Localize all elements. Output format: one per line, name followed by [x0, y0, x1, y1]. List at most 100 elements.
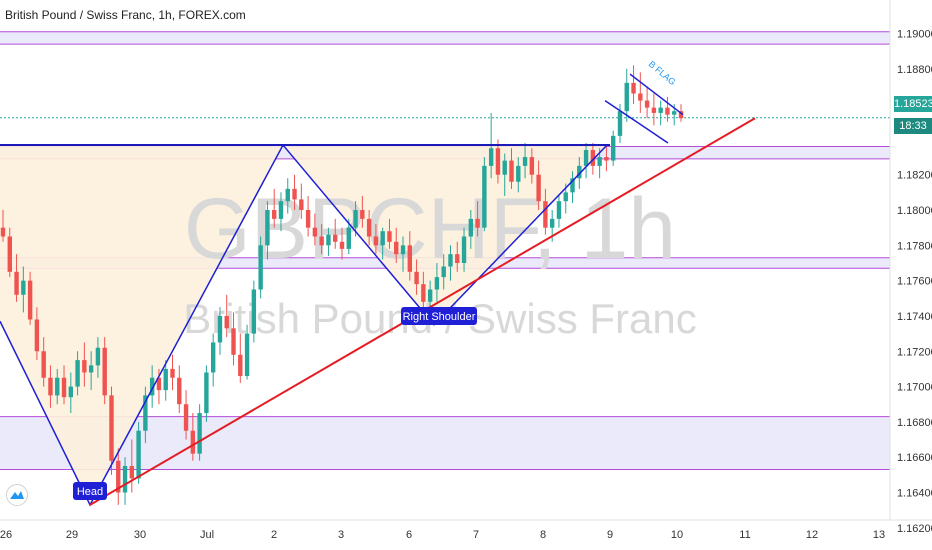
candle-body — [292, 188, 297, 200]
candle-body — [224, 315, 229, 329]
candle-body — [373, 236, 379, 246]
last-price-badge: 1.18523 — [894, 96, 932, 112]
candle-body — [400, 245, 406, 255]
candle-body — [48, 377, 53, 396]
candle-body — [319, 236, 324, 246]
y-tick-label: 1.16600 — [897, 452, 932, 464]
candle-body — [34, 319, 40, 352]
y-tick-label: 1.18000 — [897, 205, 932, 217]
head-label-badge — [73, 482, 107, 500]
x-tick-label: 7 — [473, 529, 479, 541]
candle-body — [0, 227, 6, 237]
candle-body — [475, 218, 480, 228]
support-resistance-zone — [0, 31, 890, 45]
y-tick-label: 1.16200 — [897, 523, 932, 535]
candle-body — [149, 377, 155, 396]
candle-body — [516, 165, 521, 182]
flag-lower-line — [604, 99, 669, 144]
candle-body — [590, 150, 596, 166]
flag-label: B FLAG — [647, 59, 678, 87]
candle-body — [61, 377, 67, 398]
candle-body — [197, 413, 202, 454]
tradingview-logo-icon[interactable] — [6, 484, 28, 506]
candle-body — [210, 342, 216, 373]
y-tick-label: 1.17000 — [897, 382, 932, 394]
head-label: Head — [77, 486, 103, 498]
x-tick-label: 30 — [134, 529, 146, 541]
candle-body — [136, 430, 141, 479]
candle-body — [170, 368, 175, 378]
candle-body — [217, 315, 223, 343]
candle-body — [549, 218, 555, 228]
candle-body — [543, 201, 548, 228]
candle-body — [177, 377, 182, 405]
candle-body — [360, 210, 365, 219]
candle-body — [421, 284, 426, 302]
candle-body — [231, 328, 236, 355]
candle-body — [251, 289, 257, 334]
x-tick-label: 2 — [271, 529, 277, 541]
candle-body — [448, 254, 453, 267]
x-tick-label: 10 — [671, 529, 683, 541]
y-tick-label: 1.17600 — [897, 276, 932, 288]
support-resistance-zone — [0, 416, 890, 470]
candle-body — [529, 157, 535, 175]
candle-body — [672, 111, 677, 115]
candle-body — [258, 245, 263, 290]
x-tick-label: 11 — [739, 529, 750, 541]
candle-body — [353, 210, 358, 228]
candle-body — [665, 107, 670, 115]
candle-body — [488, 148, 494, 166]
symbol-title: British Pound / Swiss Franc, 1h, FOREX.c… — [5, 8, 246, 22]
candle-body — [482, 165, 487, 228]
candle-body — [339, 241, 345, 249]
candle-body — [95, 347, 101, 366]
candle-body — [346, 227, 351, 249]
x-tick-label: 9 — [607, 529, 613, 541]
candle-body — [394, 241, 399, 255]
candle-body — [651, 107, 657, 113]
candle-body — [68, 386, 73, 398]
candle-body — [380, 231, 385, 246]
candle-body — [116, 460, 121, 493]
candle-body — [502, 160, 507, 175]
y-tick-label: 1.18800 — [897, 64, 932, 76]
candle-body — [455, 254, 460, 263]
candle-body — [522, 157, 528, 166]
countdown-badge: 18:33 — [894, 118, 932, 134]
y-tick-label: 1.17400 — [897, 311, 932, 323]
pattern-zigzag — [0, 143, 608, 507]
candle-body — [305, 210, 311, 228]
candle-body — [143, 395, 148, 431]
candle-body — [597, 157, 602, 166]
x-tick-label: Jul — [200, 529, 214, 541]
candle-body — [427, 289, 433, 302]
y-tick-label: 1.18200 — [897, 170, 932, 182]
candle-body — [238, 354, 243, 376]
candle-body — [102, 347, 107, 396]
candle-body — [129, 466, 135, 479]
candle-body — [333, 234, 338, 242]
candle-body — [434, 277, 440, 290]
candle-body — [509, 160, 514, 182]
candle-body — [441, 266, 446, 278]
candle-body — [156, 377, 162, 391]
right-shoulder-badge — [401, 307, 477, 325]
candle-body — [244, 333, 250, 376]
candle-body — [190, 430, 196, 454]
candle-body — [122, 466, 128, 493]
x-tick-label: 8 — [540, 529, 546, 541]
candle-body — [14, 271, 19, 295]
candle-body — [563, 192, 568, 202]
candle-body — [109, 395, 114, 461]
candle-body — [617, 111, 623, 136]
x-tick-label: 26 — [0, 529, 12, 541]
candle-body — [204, 372, 209, 414]
candle-body — [312, 227, 318, 237]
candle-body — [461, 236, 467, 263]
candle-body — [88, 365, 94, 373]
candle-body — [285, 188, 290, 202]
candle-body — [163, 368, 168, 391]
